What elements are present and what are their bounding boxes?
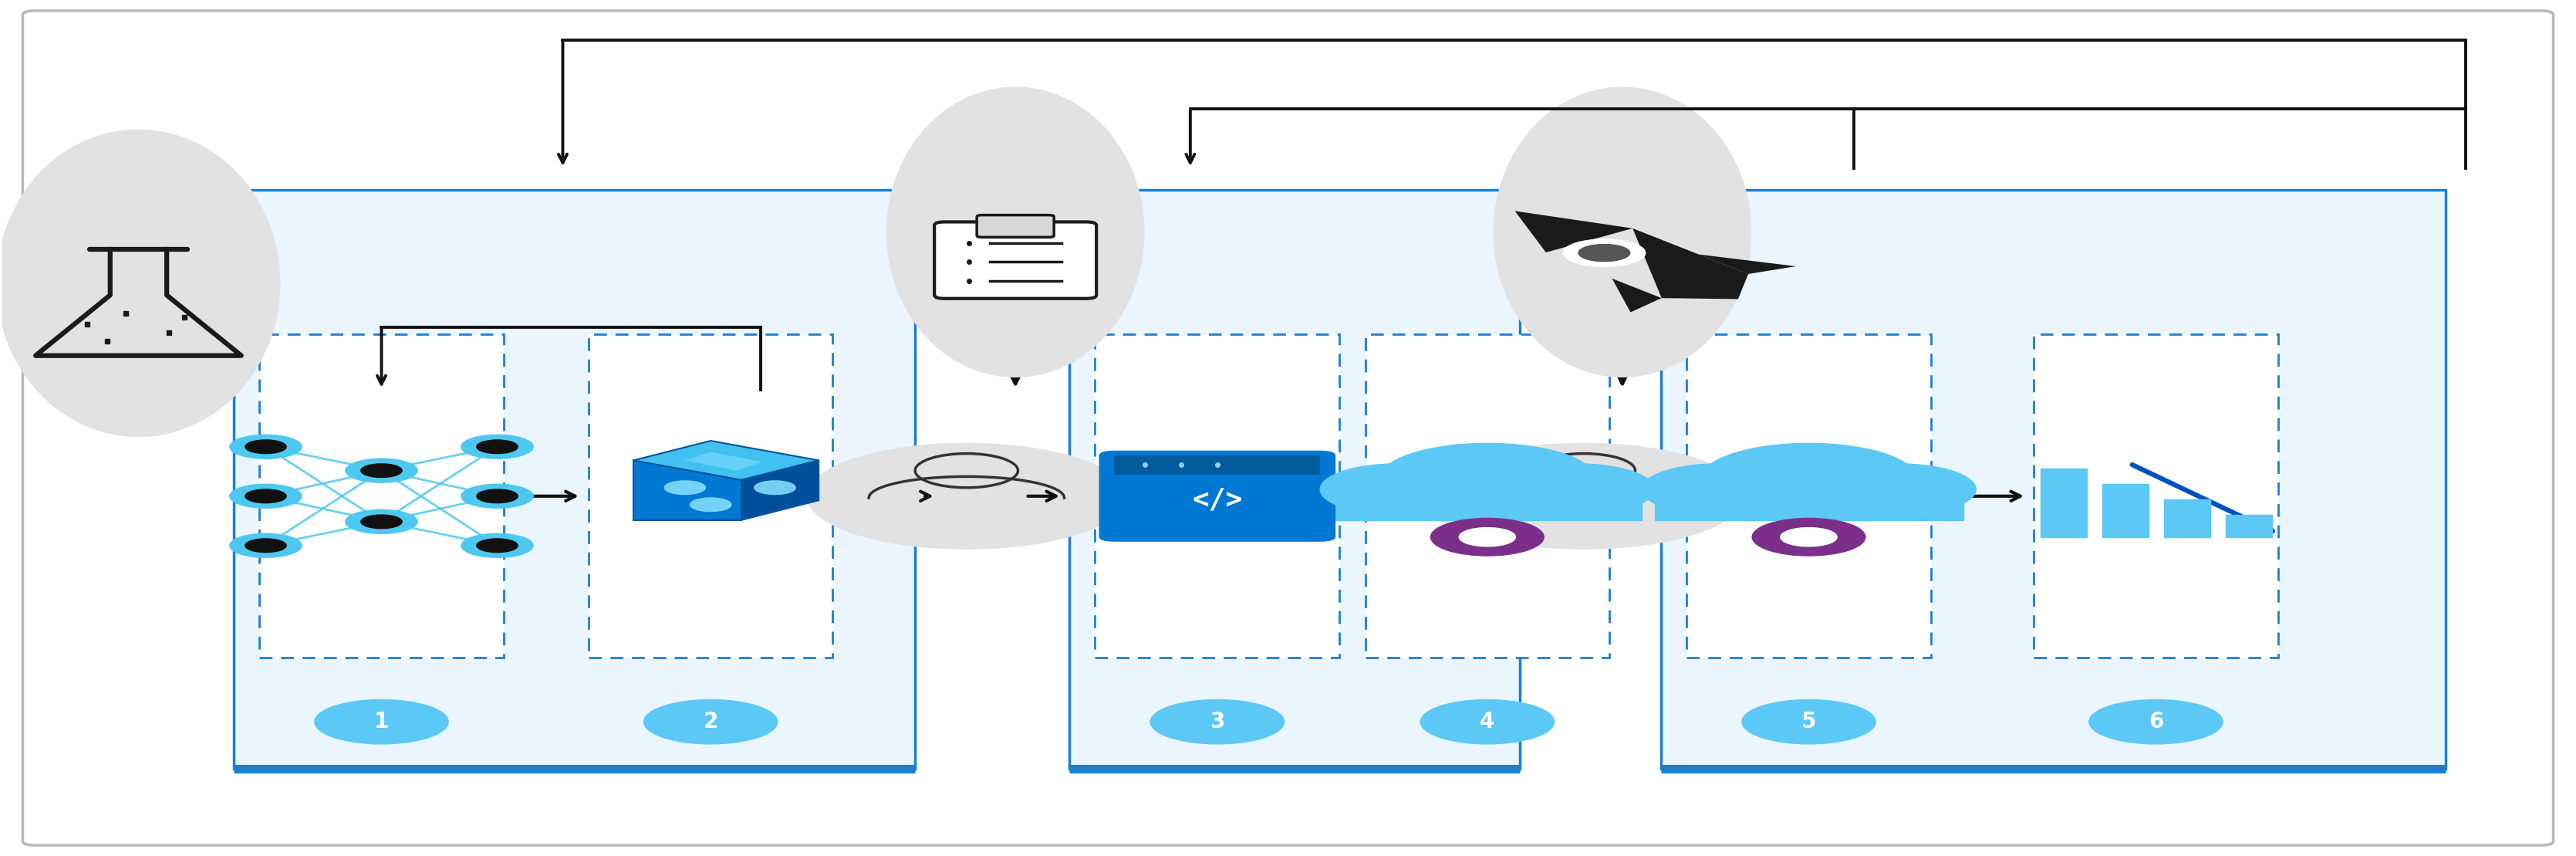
Circle shape [229,435,301,459]
Circle shape [461,484,533,508]
Circle shape [477,490,518,503]
FancyBboxPatch shape [23,10,2553,846]
Circle shape [1579,244,1631,261]
Circle shape [345,510,417,533]
Text: </>: </> [1193,486,1242,513]
Bar [1069,189,1520,769]
Circle shape [229,484,301,508]
Circle shape [1741,699,1875,744]
Circle shape [1641,464,1795,514]
Circle shape [461,435,533,459]
Polygon shape [634,461,742,520]
Circle shape [1499,464,1654,514]
FancyBboxPatch shape [976,215,1054,237]
Circle shape [1821,464,1976,514]
Circle shape [1458,527,1515,546]
Bar [2164,500,2210,537]
Circle shape [690,498,732,512]
Circle shape [361,464,402,478]
Circle shape [755,481,796,495]
Text: 6: 6 [2148,711,2164,733]
Ellipse shape [886,87,1144,377]
Polygon shape [685,452,762,471]
Circle shape [644,699,778,744]
Circle shape [1780,527,1837,546]
Circle shape [1533,454,1636,488]
FancyBboxPatch shape [1100,450,1334,542]
Circle shape [1419,699,1553,744]
Circle shape [477,440,518,454]
Polygon shape [1698,254,1795,274]
Bar [234,189,914,769]
Bar [1654,488,1963,520]
Circle shape [1752,518,1865,556]
Circle shape [665,481,706,495]
Polygon shape [742,461,819,520]
Circle shape [806,443,1126,549]
Circle shape [245,440,286,454]
Circle shape [1700,443,1917,514]
Bar [1687,335,1932,658]
Bar [1332,488,1641,520]
Bar [2226,514,2272,537]
Bar [2102,484,2148,537]
Circle shape [1378,443,1595,514]
Text: 4: 4 [1479,711,1494,733]
Polygon shape [1515,211,1749,299]
Circle shape [1430,518,1543,556]
Bar [1115,455,1319,474]
Text: 2: 2 [703,711,719,733]
Polygon shape [1613,278,1662,312]
Bar [1662,189,2445,769]
Ellipse shape [0,130,281,437]
Circle shape [314,699,448,744]
Bar [1095,335,1340,658]
Polygon shape [634,441,819,480]
Circle shape [245,490,286,503]
Circle shape [1564,239,1646,266]
Bar [260,335,505,658]
Bar [2040,469,2087,537]
Circle shape [914,454,1018,488]
Circle shape [245,538,286,552]
Circle shape [1319,464,1473,514]
Circle shape [2089,699,2223,744]
Circle shape [461,533,533,557]
Circle shape [1151,699,1285,744]
Bar [587,335,832,658]
Text: 3: 3 [1211,711,1224,733]
Circle shape [1425,443,1744,549]
Circle shape [361,514,402,528]
FancyBboxPatch shape [935,222,1097,299]
Ellipse shape [1494,87,1752,377]
Text: 5: 5 [1801,711,1816,733]
Bar [2035,335,2277,658]
Circle shape [229,533,301,557]
Text: 1: 1 [374,711,389,733]
Circle shape [477,538,518,552]
Circle shape [345,459,417,483]
Bar [1365,335,1610,658]
